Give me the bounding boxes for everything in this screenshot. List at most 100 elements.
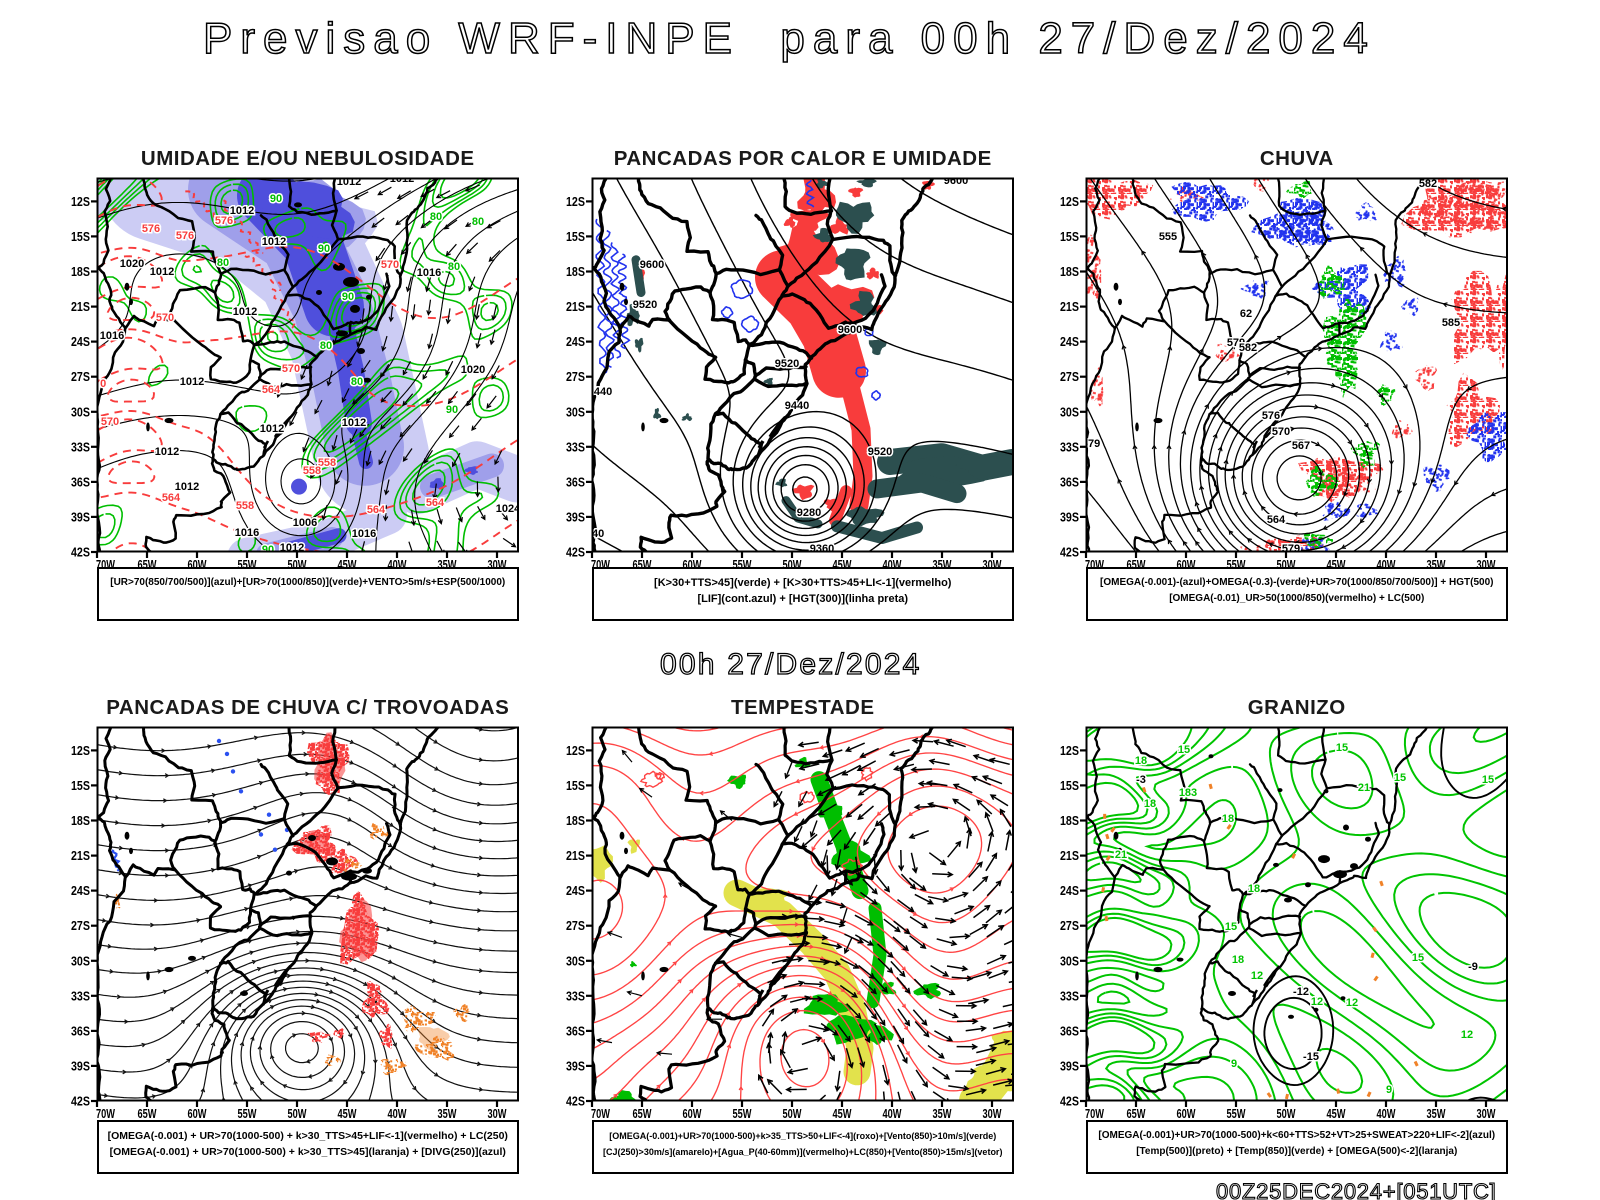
- svg-text:27S: 27S: [1060, 918, 1079, 933]
- svg-text:21S: 21S: [1060, 848, 1079, 863]
- svg-text:39S: 39S: [1060, 1058, 1079, 1073]
- svg-text:582: 582: [1239, 342, 1257, 354]
- svg-text:555: 555: [1159, 231, 1177, 243]
- svg-text:1012: 1012: [262, 236, 286, 248]
- svg-text:12: 12: [1251, 970, 1263, 982]
- svg-text:60W: 60W: [683, 557, 703, 572]
- svg-text:-15: -15: [1303, 1051, 1319, 1063]
- svg-text:40W: 40W: [883, 1106, 903, 1121]
- svg-text:39S: 39S: [71, 509, 90, 524]
- svg-text:576: 576: [142, 223, 160, 235]
- svg-text:55W: 55W: [238, 557, 258, 572]
- svg-text:18S: 18S: [1060, 264, 1079, 279]
- svg-text:50W: 50W: [1277, 1106, 1297, 1121]
- svg-text:570: 570: [156, 312, 174, 324]
- svg-text:27S: 27S: [566, 369, 585, 384]
- svg-text:45W: 45W: [833, 557, 853, 572]
- svg-text:564: 564: [262, 384, 281, 396]
- svg-text:35W: 35W: [933, 557, 953, 572]
- svg-text:50W: 50W: [288, 1106, 308, 1121]
- svg-text:90: 90: [342, 291, 354, 303]
- svg-text:582: 582: [1419, 178, 1437, 190]
- svg-text:30W: 30W: [983, 557, 1003, 572]
- svg-text:12: 12: [1311, 996, 1323, 1008]
- svg-text:12: 12: [1461, 1029, 1473, 1041]
- svg-text:18S: 18S: [71, 813, 90, 828]
- svg-text:1012: 1012: [337, 176, 361, 188]
- svg-text:183: 183: [1179, 787, 1197, 799]
- svg-text:27S: 27S: [71, 369, 90, 384]
- svg-text:36S: 36S: [1060, 1023, 1079, 1038]
- svg-text:570: 570: [101, 416, 119, 428]
- svg-text:40W: 40W: [388, 557, 408, 572]
- svg-text:15S: 15S: [71, 228, 90, 243]
- svg-text:30W: 30W: [1477, 557, 1497, 572]
- svg-text:15S: 15S: [71, 777, 90, 792]
- svg-text:564: 564: [162, 492, 181, 504]
- svg-text:33S: 33S: [1060, 439, 1079, 454]
- svg-text:15: 15: [1482, 774, 1494, 786]
- svg-text:70W: 70W: [1085, 557, 1105, 572]
- svg-text:35W: 35W: [1427, 557, 1447, 572]
- svg-text:60W: 60W: [1177, 557, 1197, 572]
- svg-text:50W: 50W: [783, 557, 803, 572]
- svg-text:24S: 24S: [566, 334, 585, 349]
- svg-text:15S: 15S: [1060, 228, 1079, 243]
- svg-text:30S: 30S: [1060, 404, 1079, 419]
- svg-text:70W: 70W: [591, 1106, 611, 1121]
- svg-text:30W: 30W: [488, 1106, 508, 1121]
- svg-text:12S: 12S: [566, 742, 585, 757]
- svg-text:42S: 42S: [1060, 1093, 1079, 1108]
- svg-text:15: 15: [1412, 952, 1424, 964]
- svg-text:27S: 27S: [71, 918, 90, 933]
- svg-text:1012: 1012: [150, 266, 174, 278]
- svg-text:36S: 36S: [566, 474, 585, 489]
- svg-text:1012: 1012: [280, 542, 304, 554]
- svg-text:65W: 65W: [1127, 557, 1147, 572]
- svg-text:576: 576: [215, 215, 233, 227]
- svg-text:18: 18: [1248, 883, 1260, 895]
- svg-text:12S: 12S: [71, 742, 90, 757]
- svg-text:21S: 21S: [71, 848, 90, 863]
- svg-text:9280: 9280: [797, 507, 821, 519]
- svg-text:35W: 35W: [438, 557, 458, 572]
- svg-text:15: 15: [1225, 921, 1237, 933]
- svg-text:564: 564: [367, 504, 386, 516]
- svg-text:40W: 40W: [883, 557, 903, 572]
- svg-text:18S: 18S: [71, 264, 90, 279]
- svg-text:45W: 45W: [833, 1106, 853, 1121]
- svg-text:558: 558: [318, 457, 336, 469]
- svg-text:579: 579: [1082, 438, 1100, 450]
- svg-text:12S: 12S: [71, 193, 90, 208]
- svg-text:18: 18: [1144, 798, 1156, 810]
- svg-text:80: 80: [430, 211, 442, 223]
- svg-text:36S: 36S: [566, 1023, 585, 1038]
- svg-text:558: 558: [236, 500, 254, 512]
- svg-text:570: 570: [381, 259, 399, 271]
- svg-text:90: 90: [262, 544, 274, 556]
- svg-text:33S: 33S: [71, 439, 90, 454]
- svg-text:12S: 12S: [566, 193, 585, 208]
- svg-text:558: 558: [303, 465, 321, 477]
- svg-text:570: 570: [1272, 426, 1290, 438]
- svg-text:35W: 35W: [1427, 1106, 1447, 1121]
- svg-text:80: 80: [448, 261, 460, 273]
- svg-text:33S: 33S: [1060, 988, 1079, 1003]
- svg-text:9600: 9600: [944, 175, 968, 187]
- svg-text:65W: 65W: [633, 557, 653, 572]
- svg-text:15S: 15S: [566, 777, 585, 792]
- svg-text:30S: 30S: [566, 404, 585, 419]
- svg-text:21S: 21S: [566, 299, 585, 314]
- svg-text:21S: 21S: [71, 299, 90, 314]
- svg-text:9600: 9600: [640, 259, 664, 271]
- svg-text:36S: 36S: [71, 1023, 90, 1038]
- svg-text:30W: 30W: [488, 557, 508, 572]
- svg-text:15: 15: [1178, 744, 1190, 756]
- svg-text:1016: 1016: [235, 527, 259, 539]
- svg-text:567: 567: [1292, 440, 1310, 452]
- svg-text:576: 576: [176, 230, 194, 242]
- svg-text:33S: 33S: [566, 439, 585, 454]
- svg-text:21: 21: [1115, 849, 1127, 861]
- svg-text:39S: 39S: [1060, 509, 1079, 524]
- svg-text:9440: 9440: [785, 400, 809, 412]
